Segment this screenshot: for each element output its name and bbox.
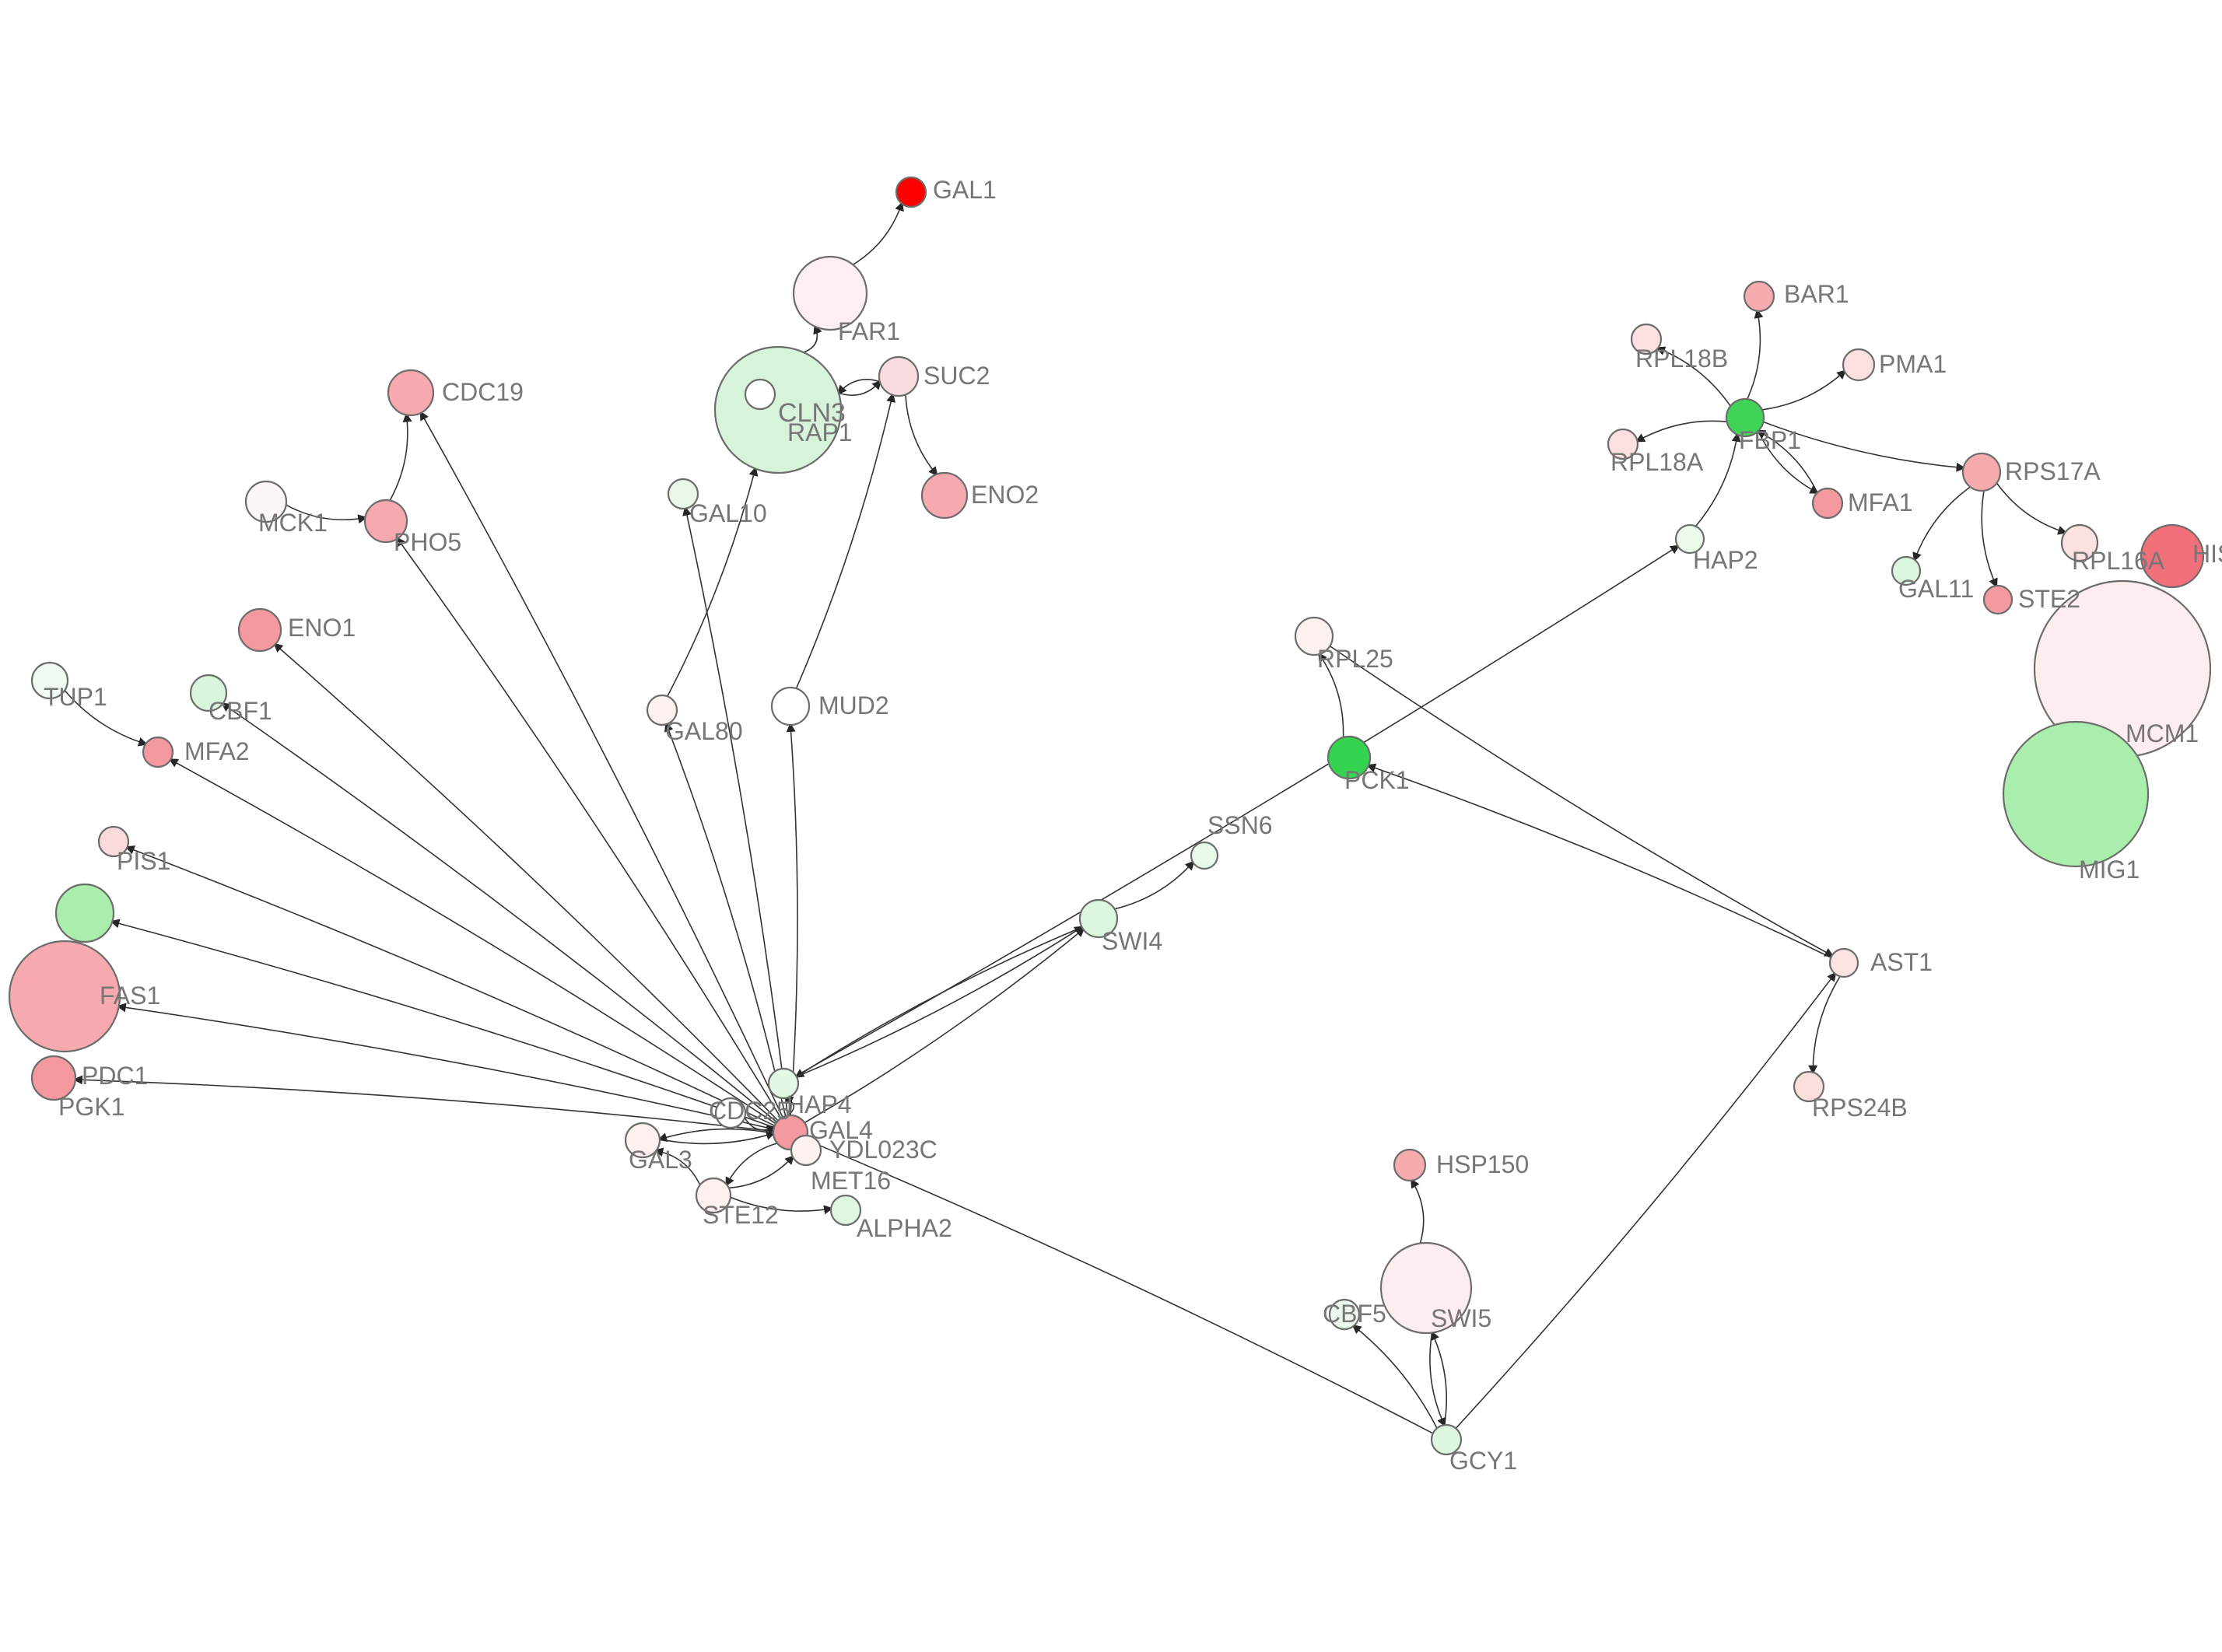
- svg-text:STE12: STE12: [703, 1201, 779, 1229]
- svg-text:PMA1: PMA1: [1879, 350, 1947, 378]
- svg-text:RAP1: RAP1: [787, 418, 853, 446]
- svg-text:BAR1: BAR1: [1784, 280, 1849, 308]
- svg-text:PIS1: PIS1: [117, 847, 170, 875]
- svg-text:SUC2: SUC2: [923, 362, 990, 390]
- svg-text:PDC1: PDC1: [82, 1062, 148, 1090]
- svg-text:GAL1: GAL1: [933, 176, 997, 204]
- svg-text:RPL18A: RPL18A: [1610, 448, 1704, 476]
- svg-text:PGK1: PGK1: [58, 1093, 124, 1121]
- svg-text:STE2: STE2: [2018, 585, 2080, 613]
- svg-text:MFA2: MFA2: [184, 737, 250, 765]
- svg-text:HSP150: HSP150: [1436, 1150, 1529, 1178]
- svg-text:RPS24B: RPS24B: [1812, 1094, 1908, 1122]
- svg-text:GAL10: GAL10: [689, 499, 767, 527]
- svg-text:CBF5: CBF5: [1323, 1300, 1386, 1328]
- svg-text:PHO5: PHO5: [394, 528, 461, 556]
- svg-text:HAP4: HAP4: [787, 1090, 852, 1118]
- svg-text:RPL25: RPL25: [1317, 645, 1393, 673]
- svg-text:MIG1: MIG1: [2079, 856, 2140, 884]
- svg-text:MET16: MET16: [811, 1167, 891, 1195]
- svg-text:RPS17A: RPS17A: [2005, 457, 2101, 485]
- svg-text:GAL80: GAL80: [665, 717, 743, 745]
- svg-text:HIS4: HIS4: [2192, 540, 2222, 568]
- svg-text:TUP1: TUP1: [44, 683, 107, 711]
- svg-text:FAS1: FAS1: [100, 982, 160, 1010]
- svg-text:RPL16A: RPL16A: [2072, 547, 2165, 575]
- svg-text:ENO1: ENO1: [288, 614, 356, 642]
- svg-text:ALPHA2: ALPHA2: [857, 1214, 952, 1242]
- svg-text:PCK1: PCK1: [1344, 766, 1410, 794]
- svg-text:HAP2: HAP2: [1693, 546, 1758, 574]
- svg-text:GAL11: GAL11: [1898, 575, 1974, 603]
- svg-text:AST1: AST1: [1870, 948, 1933, 976]
- svg-text:SSN6: SSN6: [1207, 811, 1273, 839]
- svg-text:RPL18B: RPL18B: [1635, 345, 1728, 373]
- svg-text:FAR1: FAR1: [838, 317, 900, 345]
- svg-text:GAL3: GAL3: [629, 1146, 692, 1174]
- svg-text:CDC25: CDC25: [709, 1097, 790, 1125]
- svg-text:SWI4: SWI4: [1102, 927, 1162, 955]
- svg-text:CDC19: CDC19: [442, 378, 524, 406]
- svg-text:GCY1: GCY1: [1449, 1447, 1517, 1475]
- svg-text:MUD2: MUD2: [818, 691, 889, 719]
- svg-text:MCM1: MCM1: [2126, 719, 2199, 747]
- svg-text:MCK1: MCK1: [258, 509, 328, 537]
- svg-text:YDL023C: YDL023C: [829, 1136, 938, 1164]
- svg-text:ENO2: ENO2: [971, 481, 1039, 509]
- svg-text:MFA1: MFA1: [1848, 488, 1913, 516]
- svg-text:CBF1: CBF1: [209, 697, 272, 725]
- svg-text:FBP1: FBP1: [1739, 426, 1801, 454]
- svg-text:SWI5: SWI5: [1431, 1304, 1491, 1332]
